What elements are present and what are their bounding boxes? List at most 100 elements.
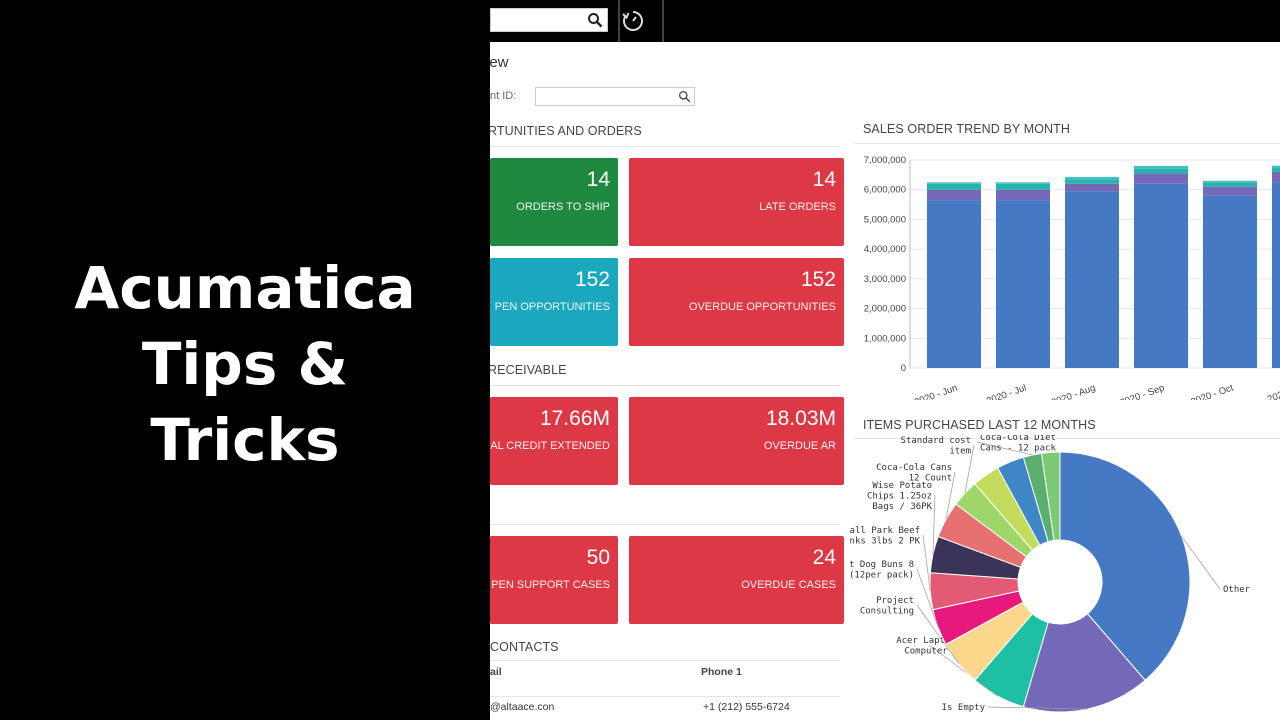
bar-segment[interactable] <box>927 200 981 368</box>
bar-segment[interactable] <box>1272 171 1280 183</box>
x-tick-label: 2020 - N <box>1266 382 1280 400</box>
bar-segment[interactable] <box>1134 173 1188 184</box>
bar-segment[interactable] <box>1065 191 1119 368</box>
bar-segment[interactable] <box>1203 180 1257 183</box>
pie-slice[interactable] <box>1040 451 1061 541</box>
bar-segment[interactable] <box>1065 179 1119 184</box>
top-bar <box>490 0 1280 42</box>
tile-open-opportunities[interactable]: 152 PEN OPPORTUNITIES <box>490 258 618 346</box>
pie-leader-line <box>928 644 998 697</box>
search-icon[interactable] <box>678 90 691 103</box>
bar-segment[interactable] <box>1272 165 1280 168</box>
y-tick-label: 3,000,000 <box>864 274 906 285</box>
bar-segment[interactable] <box>1134 165 1188 169</box>
tile-value: 14 <box>812 168 836 191</box>
bar-segment[interactable] <box>927 182 981 184</box>
pie-leader-line <box>922 534 931 592</box>
tile-orders-to-ship[interactable]: 14 ORDERS TO SHIP <box>490 158 618 246</box>
section-divider <box>490 660 840 661</box>
tile-label: PEN SUPPORT CASES <box>491 579 610 591</box>
tile-value: 50 <box>586 546 610 569</box>
bar-segment[interactable] <box>996 200 1050 368</box>
bar-segment[interactable] <box>996 182 1050 184</box>
section-divider <box>490 385 840 386</box>
pie-leader-line <box>1181 536 1221 590</box>
tile-label: PEN OPPORTUNITIES <box>494 301 610 313</box>
pie-slice-label: Other <box>1223 585 1251 595</box>
tile-overdue-cases[interactable]: 24 OVERDUE CASES <box>629 536 844 624</box>
pie-slice-label: Ball Park BeefFranks 3lbs 2 PK <box>850 526 921 547</box>
y-tick-label: 4,000,000 <box>864 244 906 255</box>
page-title: iew <box>490 54 509 71</box>
bar-segment[interactable] <box>996 183 1050 190</box>
bar-segment[interactable] <box>996 189 1050 201</box>
bar-segment[interactable] <box>927 183 981 190</box>
tile-overdue-opportunities[interactable]: 152 OVERDUE OPPORTUNITIES <box>629 258 844 346</box>
tile-value: 152 <box>574 268 610 291</box>
pie-slice-label: Coca-Cola Cans 12 Count <box>876 463 952 484</box>
tile-credit-extended[interactable]: 17.66M AL CREDIT EXTENDED <box>490 397 618 485</box>
history-icon[interactable] <box>620 8 646 34</box>
bar-segment[interactable] <box>1203 186 1257 196</box>
bar-segment[interactable] <box>1065 176 1119 180</box>
chart-sales-trend-title: SALES ORDER TREND BY MONTH <box>863 122 1071 136</box>
x-tick-label: 2020 - Sep <box>1119 382 1166 400</box>
column-header-email[interactable]: ail <box>490 666 502 678</box>
pie-slice[interactable] <box>1059 451 1191 681</box>
pie-leader-line <box>932 494 936 555</box>
chart-items-purchased-title: ITEMS PURCHASED LAST 12 MONTHS <box>863 418 1096 432</box>
x-tick-label: 2020 - Oct <box>1190 382 1236 400</box>
section-divider <box>854 438 1280 439</box>
tile-label: OVERDUE CASES <box>741 579 836 591</box>
tile-value: 152 <box>800 268 836 291</box>
tile-open-support-cases[interactable]: 50 PEN SUPPORT CASES <box>490 536 618 624</box>
bar-segment[interactable] <box>927 189 981 201</box>
promo-panel: Acumatica Tips & Tricks <box>0 0 490 720</box>
column-header-phone[interactable]: Phone 1 <box>701 666 742 678</box>
global-search-input[interactable] <box>490 8 608 32</box>
y-tick-label: 2,000,000 <box>864 304 906 315</box>
section-opportunities-title: RTUNITIES AND ORDERS <box>490 124 642 138</box>
dashboard-screen: iew nt ID: RTUNITIES AND ORDERS 14 ORDER… <box>490 0 1280 720</box>
tile-overdue-ar[interactable]: 18.03M OVERDUE AR <box>629 397 844 485</box>
search-icon[interactable] <box>587 12 603 28</box>
bar-segment[interactable] <box>1134 183 1188 368</box>
toolbar-divider <box>662 0 664 42</box>
bar-segment[interactable] <box>1203 195 1257 368</box>
tile-label: LATE ORDERS <box>759 201 836 213</box>
pie-leader-line <box>945 471 956 520</box>
bar-segment[interactable] <box>1203 182 1257 187</box>
tile-late-orders[interactable]: 14 LATE ORDERS <box>629 158 844 246</box>
pie-slice-label: Standard cost item <box>901 436 971 457</box>
pie-slice-label: Hot Dog Buns 8PK (12per pack) <box>850 560 914 581</box>
section-divider <box>490 146 840 147</box>
section-contacts-title: CONTACTS <box>490 640 559 654</box>
bar-segment[interactable] <box>1065 183 1119 192</box>
x-tick-label: 2020 - Jun <box>913 382 959 400</box>
bar-segment[interactable] <box>1272 182 1280 368</box>
tile-value: 24 <box>812 546 836 569</box>
contact-phone: +1 (212) 555-6724 <box>703 701 790 713</box>
section-receivable-title: RECEIVABLE <box>490 363 567 377</box>
tile-value: 17.66M <box>539 407 610 430</box>
sales-order-trend-chart: 0 1,000,000 2,000,000 3,000,000 4,000,000 5,0… <box>864 155 1280 400</box>
tile-value: 18.03M <box>765 407 836 430</box>
pie-slice-label: Coca-Cola Diet Cans - 12 pack <box>980 435 1056 454</box>
bar-segment[interactable] <box>1134 168 1188 174</box>
toolbar-divider <box>618 0 620 42</box>
y-tick-label: 6,000,000 <box>864 185 906 196</box>
y-tick-label: 7,000,000 <box>864 155 906 166</box>
contact-email[interactable]: @altaace.con <box>490 701 555 713</box>
tile-label: OVERDUE AR <box>763 440 836 452</box>
pie-slice[interactable] <box>1022 613 1146 713</box>
table-header-divider <box>490 696 840 697</box>
pie-leader-line <box>916 568 939 628</box>
pie-slice-label: Acer Laptop Computer <box>896 636 956 657</box>
x-tick-label: 2020 - Aug <box>1050 382 1097 400</box>
pie-slice-label: Project Consulting <box>860 596 914 617</box>
account-id-input[interactable] <box>535 87 695 106</box>
pie-slice-label: Is Empty <box>942 703 986 713</box>
y-tick-label: 5,000,000 <box>864 214 906 225</box>
pie-leader-line <box>987 706 1088 710</box>
bar-segment[interactable] <box>1272 167 1280 172</box>
